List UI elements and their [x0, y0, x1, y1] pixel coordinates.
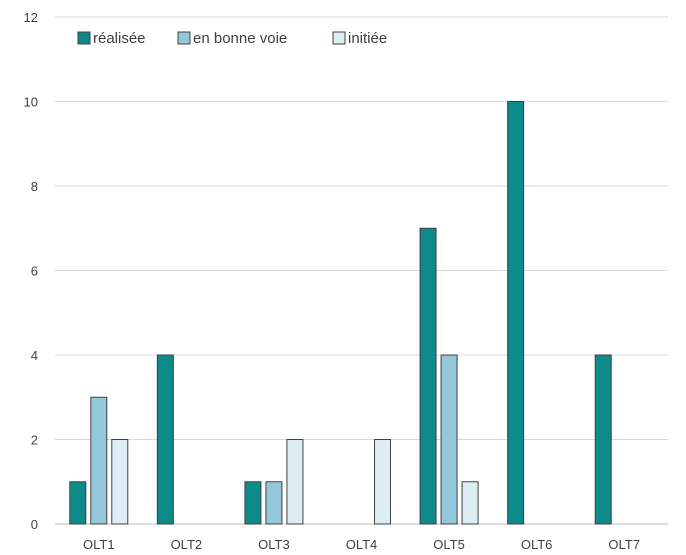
legend-item-realisee: réalisée [77, 30, 146, 47]
legend-label-initiee: initiée [348, 30, 387, 47]
legend-label-realisee: réalisée [93, 30, 146, 47]
legend-label-en-bonne-voie: en bonne voie [193, 30, 287, 47]
legend-swatch-en-bonne-voie [177, 31, 191, 45]
legend: réalisée en bonne voie initiée [77, 30, 387, 47]
x-axis-ticks: OLT1 OLT2 OLT3 OLT4 OLT5 OLT6 OLT7 [83, 537, 640, 552]
gridlines [55, 16, 668, 525]
x-tick-label: OLT2 [171, 537, 203, 552]
bars [69, 101, 612, 525]
bar-olt1-series-0 [69, 481, 87, 525]
legend-item-en-bonne-voie: en bonne voie [177, 30, 287, 47]
y-tick-label: 2 [31, 433, 38, 448]
y-tick-label: 6 [31, 264, 38, 279]
y-tick-label: 10 [24, 95, 38, 110]
y-tick-label: 12 [24, 10, 38, 25]
bar-olt4-series-2 [374, 439, 391, 525]
y-tick-label: 4 [31, 348, 38, 363]
bar-olt5-series-0 [419, 227, 437, 525]
bar-olt2-series-0 [156, 354, 174, 525]
bar-olt1-series-2 [111, 439, 129, 525]
bar-olt3-series-2 [286, 439, 304, 525]
x-tick-label: OLT5 [433, 537, 465, 552]
y-tick-label: 8 [31, 179, 38, 194]
bar-olt5-series-1 [440, 354, 458, 525]
y-tick-label: 0 [31, 517, 38, 532]
bar-olt6-series-0 [507, 101, 525, 525]
x-tick-label: OLT3 [258, 537, 290, 552]
bar-olt7-series-0 [594, 354, 612, 525]
x-tick-label: OLT4 [346, 537, 378, 552]
legend-swatch-initiee [332, 31, 346, 45]
x-tick-label: OLT7 [608, 537, 640, 552]
legend-swatch-realisee [77, 31, 91, 45]
bar-olt3-series-1 [265, 481, 283, 525]
bar-olt5-series-2 [461, 481, 479, 525]
bar-olt3-series-0 [244, 481, 262, 525]
x-tick-label: OLT1 [83, 537, 115, 552]
legend-item-initiee: initiée [332, 30, 387, 47]
x-tick-label: OLT6 [521, 537, 553, 552]
bar-olt1-series-1 [90, 396, 108, 525]
y-axis-ticks: 0 2 4 6 8 10 12 [24, 10, 38, 532]
